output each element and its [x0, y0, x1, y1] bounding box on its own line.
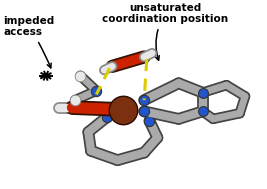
Text: impeded
access: impeded access	[3, 16, 54, 68]
Point	[142, 99, 146, 102]
Point	[201, 110, 205, 113]
Point	[78, 74, 83, 77]
Point	[142, 110, 146, 113]
Point	[201, 91, 205, 94]
Point	[94, 89, 99, 92]
Point	[73, 99, 77, 102]
Point	[147, 119, 152, 122]
Point	[105, 115, 109, 119]
Text: unsaturated
coordination position: unsaturated coordination position	[102, 3, 229, 60]
Point	[121, 108, 125, 111]
